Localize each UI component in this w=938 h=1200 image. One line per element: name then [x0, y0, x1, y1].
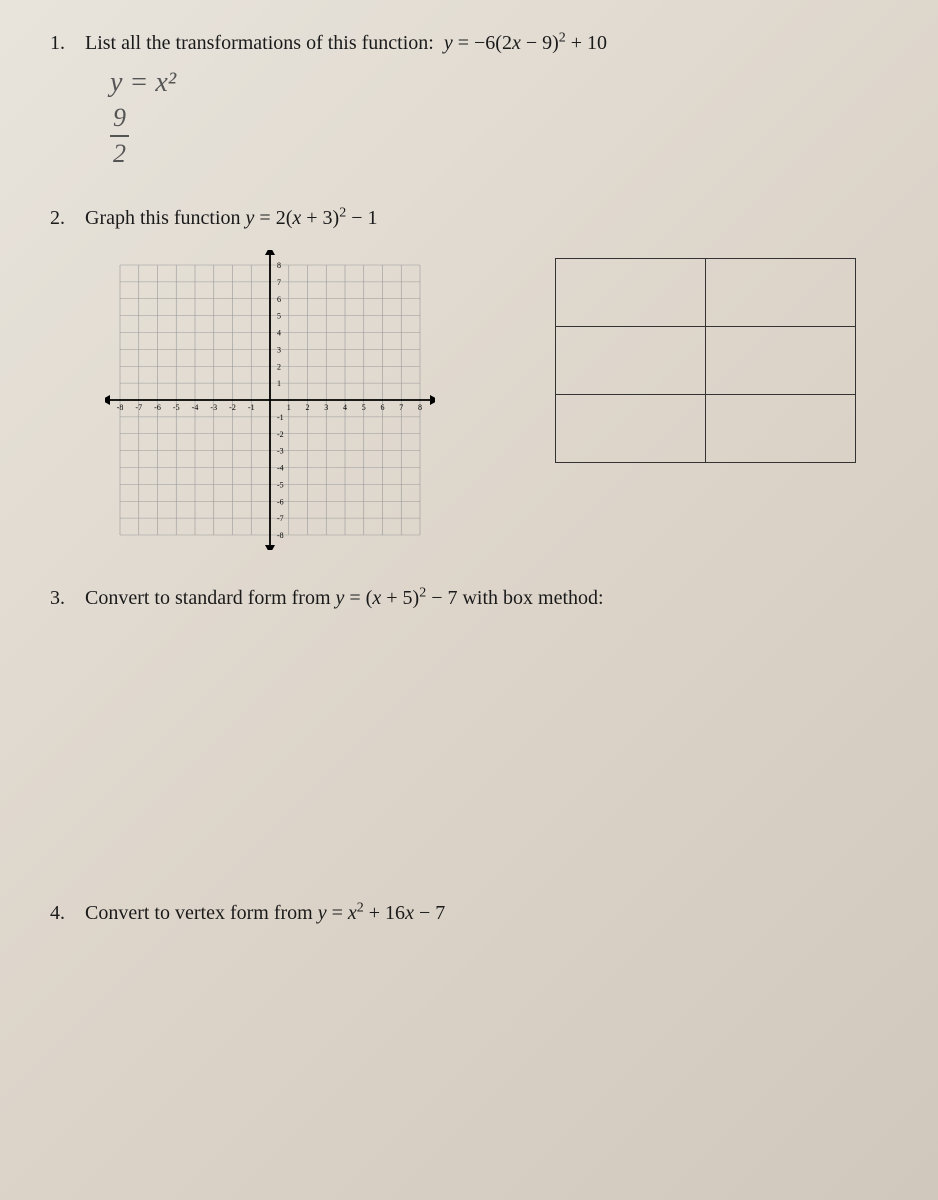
svg-text:4: 4 — [277, 329, 281, 338]
table-cell — [706, 259, 856, 327]
handwritten-work: y = x² 9 2 — [110, 65, 888, 171]
q3-number: 3. — [50, 587, 80, 610]
svg-text:-7: -7 — [277, 514, 284, 523]
table-row — [556, 327, 856, 395]
svg-text:-6: -6 — [154, 403, 161, 412]
table-cell — [556, 395, 706, 463]
graph-row: -8-7-6-5-4-3-2-112345678-8-7-6-5-4-3-2-1… — [105, 250, 888, 550]
svg-text:-5: -5 — [173, 403, 180, 412]
svg-text:5: 5 — [277, 312, 281, 321]
hw-line-1: y = x² — [110, 65, 888, 101]
table-cell — [556, 259, 706, 327]
table-row — [556, 259, 856, 327]
table-cell — [706, 395, 856, 463]
svg-text:7: 7 — [399, 403, 403, 412]
svg-text:5: 5 — [362, 403, 366, 412]
question-2: 2. Graph this function y = 2(x + 3)2 − 1… — [50, 206, 888, 551]
svg-text:-2: -2 — [277, 430, 284, 439]
hw-frac-top: 9 — [110, 101, 129, 137]
q2-prompt: 2. Graph this function y = 2(x + 3)2 − 1 — [50, 206, 888, 231]
q3-prompt: 3. Convert to standard form from y = (x … — [50, 585, 888, 610]
svg-text:-3: -3 — [277, 447, 284, 456]
q1-number: 1. — [50, 32, 80, 55]
svg-text:-3: -3 — [210, 403, 217, 412]
svg-text:2: 2 — [306, 403, 310, 412]
svg-text:-7: -7 — [135, 403, 142, 412]
q3-text: Convert to standard form from y = (x + 5… — [85, 587, 604, 609]
svg-text:3: 3 — [277, 346, 281, 355]
svg-text:7: 7 — [277, 278, 281, 287]
table-row — [556, 395, 856, 463]
svg-text:-6: -6 — [277, 498, 284, 507]
table-cell — [556, 327, 706, 395]
svg-text:1: 1 — [287, 403, 291, 412]
coordinate-grid: -8-7-6-5-4-3-2-112345678-8-7-6-5-4-3-2-1… — [105, 250, 435, 550]
svg-text:-2: -2 — [229, 403, 236, 412]
svg-text:6: 6 — [381, 403, 385, 412]
question-4: 4. Convert to vertex form from y = x2 + … — [50, 900, 888, 925]
hw-frac-bot: 2 — [110, 137, 129, 171]
svg-text:3: 3 — [324, 403, 328, 412]
svg-text:-1: -1 — [277, 413, 284, 422]
svg-text:-4: -4 — [192, 403, 199, 412]
q4-prompt: 4. Convert to vertex form from y = x2 + … — [50, 900, 888, 925]
q1-text: List all the transformations of this fun… — [85, 32, 607, 54]
svg-text:2: 2 — [277, 363, 281, 372]
svg-text:8: 8 — [418, 403, 422, 412]
q4-text: Convert to vertex form from y = x2 + 16x… — [85, 902, 445, 924]
svg-text:-8: -8 — [277, 531, 284, 540]
svg-text:-1: -1 — [248, 403, 255, 412]
svg-text:8: 8 — [277, 261, 281, 270]
q4-number: 4. — [50, 902, 80, 925]
svg-text:6: 6 — [277, 295, 281, 304]
question-3: 3. Convert to standard form from y = (x … — [50, 585, 888, 610]
q2-text: Graph this function y = 2(x + 3)2 − 1 — [85, 207, 378, 229]
table-cell — [706, 327, 856, 395]
question-1: 1. List all the transformations of this … — [50, 30, 888, 171]
svg-text:-5: -5 — [277, 481, 284, 490]
blank-table — [555, 258, 856, 463]
svg-text:-4: -4 — [277, 464, 284, 473]
hw-fraction: 9 2 — [110, 101, 129, 171]
svg-text:-8: -8 — [117, 403, 124, 412]
q2-number: 2. — [50, 207, 80, 230]
svg-text:1: 1 — [277, 379, 281, 388]
svg-text:4: 4 — [343, 403, 347, 412]
q1-prompt: 1. List all the transformations of this … — [50, 30, 888, 55]
